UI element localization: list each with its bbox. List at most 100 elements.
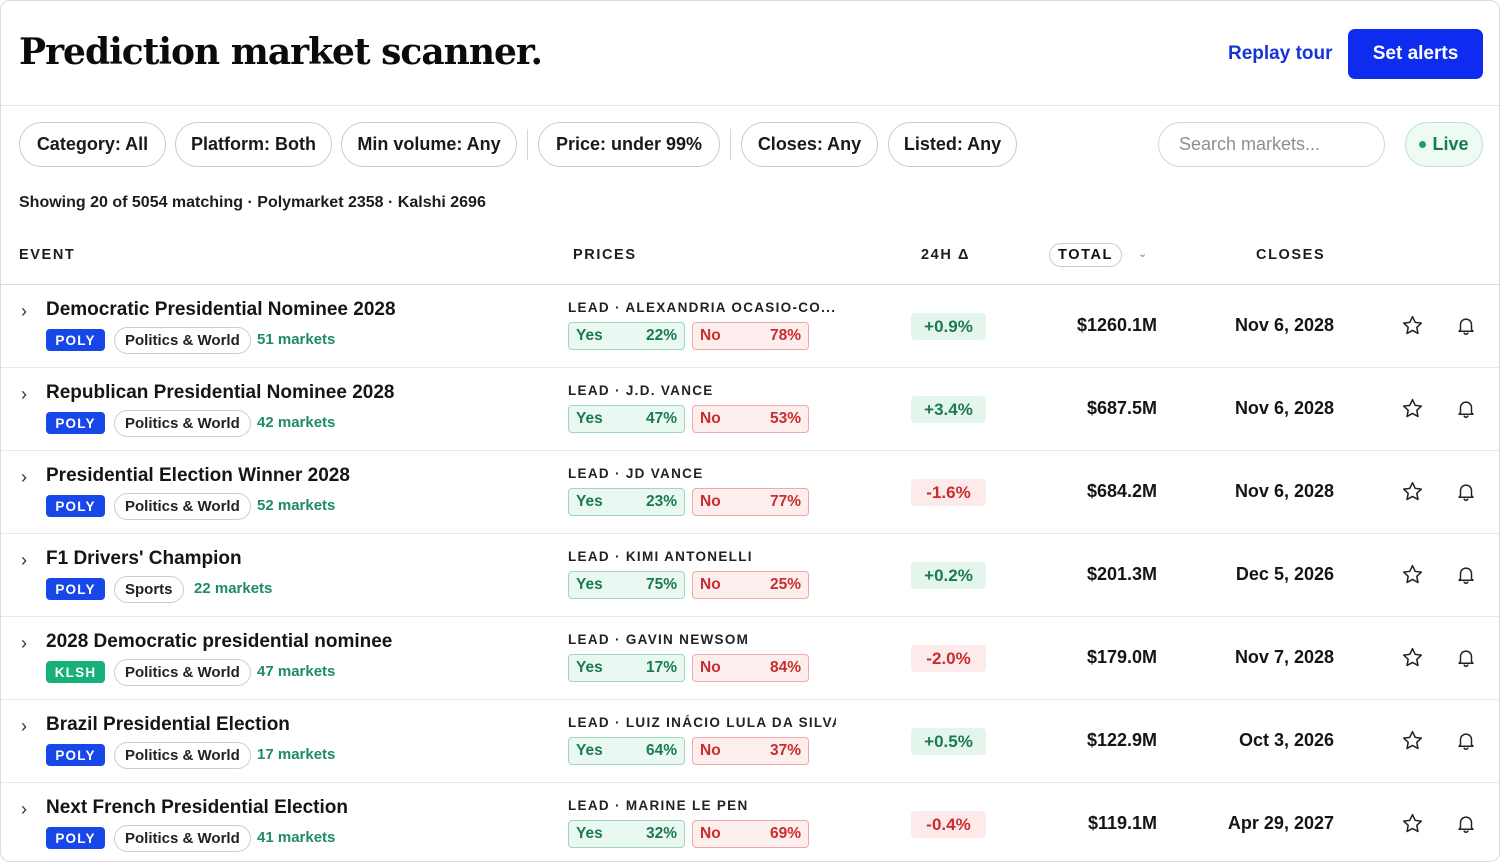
category-chip[interactable]: Politics & World [114,327,251,354]
category-chip[interactable]: Politics & World [114,825,251,852]
no-price-button[interactable]: No 53% [692,405,809,433]
no-price-button[interactable]: No 25% [692,571,809,599]
no-price-button[interactable]: No 78% [692,322,809,350]
delta-24h: +0.5% [911,728,986,755]
filter-price[interactable]: Price: under 99% [538,122,720,167]
yes-price-button[interactable]: Yes 32% [568,820,685,848]
event-title[interactable]: Next French Presidential Election [46,797,348,818]
expand-chevron-icon[interactable]: › [21,467,27,487]
category-chip[interactable]: Sports [114,576,184,603]
event-title[interactable]: Brazil Presidential Election [46,714,290,735]
event-title[interactable]: Presidential Election Winner 2028 [46,465,350,486]
sort-chevron-down-icon[interactable]: ⌄ [1138,248,1148,260]
markets-count-link[interactable]: 52 markets [257,497,336,514]
event-title[interactable]: 2028 Democratic presidential nominee [46,631,393,652]
yes-price-button[interactable]: Yes 23% [568,488,685,516]
yes-label: Yes [576,659,603,676]
no-label: No [700,493,721,510]
star-icon[interactable] [1401,480,1424,503]
table-row[interactable]: › Presidential Election Winner 2028 POLY… [1,451,1499,534]
filter-closes[interactable]: Closes: Any [741,122,878,167]
bell-icon[interactable] [1455,480,1477,503]
filter-divider [527,129,528,160]
markets-count-link[interactable]: 42 markets [257,414,336,431]
table-row[interactable]: › Next French Presidential Election POLY… [1,783,1499,861]
no-price-button[interactable]: No 77% [692,488,809,516]
no-price-button[interactable]: No 84% [692,654,809,682]
category-chip[interactable]: Politics & World [114,659,251,686]
column-header-total[interactable]: TOTAL [1049,243,1122,267]
yes-price: 23% [645,493,677,510]
filter-listed[interactable]: Listed: Any [888,122,1017,167]
star-icon[interactable] [1401,729,1424,752]
filter-divider [730,129,731,160]
star-icon[interactable] [1401,646,1424,669]
no-price-button[interactable]: No 37% [692,737,809,765]
no-price-button[interactable]: No 69% [692,820,809,848]
category-chip[interactable]: Politics & World [114,742,251,769]
yes-label: Yes [576,742,603,759]
yes-price-button[interactable]: Yes 47% [568,405,685,433]
platform-badge: POLY [46,495,105,517]
markets-count-link[interactable]: 51 markets [257,331,336,348]
markets-count-link[interactable]: 41 markets [257,829,336,846]
category-chip[interactable]: Politics & World [114,410,251,437]
page-header: Prediction market scanner. Replay tour S… [1,1,1499,106]
close-date: Nov 7, 2028 [1234,647,1334,667]
delta-24h: +3.4% [911,396,986,423]
table-row[interactable]: › 2028 Democratic presidential nominee K… [1,617,1499,700]
markets-count-link[interactable]: 22 markets [194,580,273,597]
table-row[interactable]: › F1 Drivers' Champion POLY Sports 22 ma… [1,534,1499,617]
star-icon[interactable] [1401,812,1424,835]
star-icon[interactable] [1401,563,1424,586]
star-icon[interactable] [1401,397,1424,420]
yes-price-button[interactable]: Yes 17% [568,654,685,682]
bell-icon[interactable] [1455,563,1477,586]
set-alerts-button[interactable]: Set alerts [1348,29,1483,79]
replay-tour-link[interactable]: Replay tour [1228,43,1333,64]
column-header-closes: CLOSES [1256,247,1326,263]
platform-badge: KLSH [46,661,105,683]
live-toggle[interactable]: Live [1405,122,1483,167]
live-label: Live [1432,134,1469,154]
expand-chevron-icon[interactable]: › [21,799,27,819]
yes-label: Yes [576,327,603,344]
event-title[interactable]: Democratic Presidential Nominee 2028 [46,299,396,320]
bell-icon[interactable] [1455,729,1477,752]
yes-price: 22% [645,327,677,344]
event-title[interactable]: Republican Presidential Nominee 2028 [46,382,395,403]
total-volume: $122.9M [1086,730,1157,750]
yes-price-button[interactable]: Yes 22% [568,322,685,350]
category-chip[interactable]: Politics & World [114,493,251,520]
bell-icon[interactable] [1455,646,1477,669]
yes-price-button[interactable]: Yes 75% [568,571,685,599]
header-divider [1,284,1499,285]
yes-label: Yes [576,493,603,510]
lead-outcome: LEAD · J.D. VANCE [568,383,714,398]
table-row[interactable]: › Republican Presidential Nominee 2028 P… [1,368,1499,451]
markets-count-link[interactable]: 17 markets [257,746,336,763]
bell-icon[interactable] [1455,314,1477,337]
table-row[interactable]: › Brazil Presidential Election POLY Poli… [1,700,1499,783]
bell-icon[interactable] [1455,397,1477,420]
table-row[interactable]: › Democratic Presidential Nominee 2028 P… [1,285,1499,368]
expand-chevron-icon[interactable]: › [21,716,27,736]
yes-label: Yes [576,825,603,842]
total-volume: $119.1M [1087,813,1157,833]
no-price: 84% [769,659,801,676]
expand-chevron-icon[interactable]: › [21,384,27,404]
expand-chevron-icon[interactable]: › [21,633,27,653]
filter-min-volume[interactable]: Min volume: Any [341,122,517,167]
expand-chevron-icon[interactable]: › [21,550,27,570]
no-label: No [700,327,721,344]
expand-chevron-icon[interactable]: › [21,301,27,321]
search-input[interactable]: Search markets... [1158,122,1385,167]
filter-platform[interactable]: Platform: Both [175,122,332,167]
yes-price-button[interactable]: Yes 64% [568,737,685,765]
delta-24h: +0.9% [911,313,986,340]
bell-icon[interactable] [1455,812,1477,835]
star-icon[interactable] [1401,314,1424,337]
event-title[interactable]: F1 Drivers' Champion [46,548,242,569]
filter-category[interactable]: Category: All [19,122,166,167]
markets-count-link[interactable]: 47 markets [257,663,336,680]
